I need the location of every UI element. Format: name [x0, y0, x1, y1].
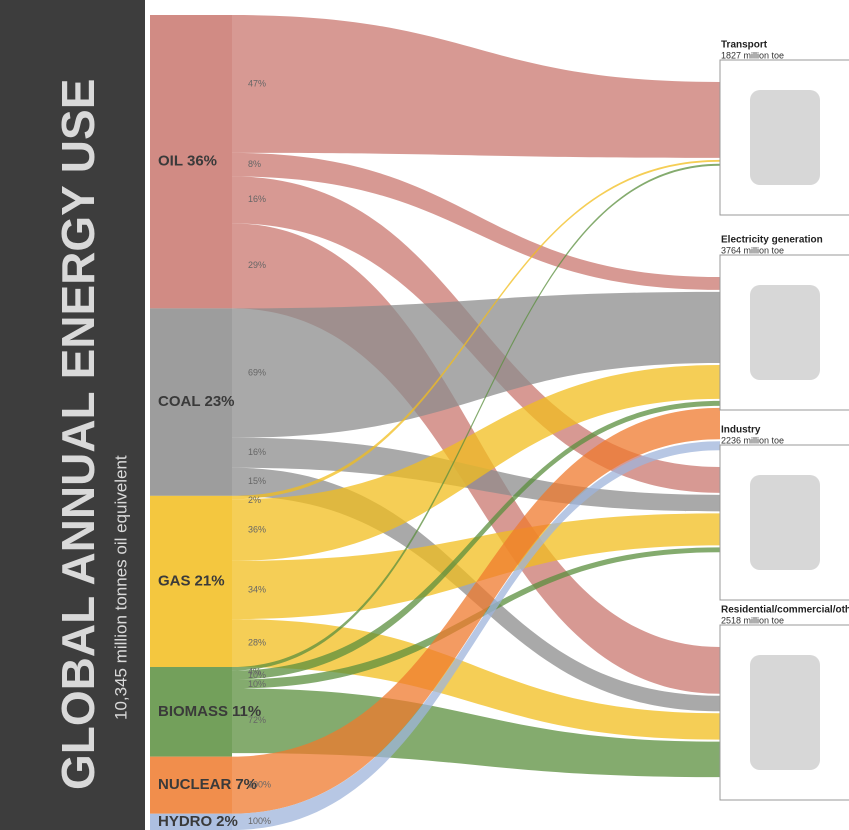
source-name: NUCLEAR	[158, 776, 231, 793]
source-share: 2%	[216, 813, 238, 830]
flow-label: 69%	[248, 367, 266, 377]
source-name: OIL	[158, 153, 183, 170]
flow	[232, 400, 720, 680]
target-icon	[750, 655, 820, 770]
target-box	[719, 59, 849, 216]
flow-label: 16%	[248, 447, 266, 457]
labels: OIL 36%47%8%16%29%COAL 23%69%16%15%GAS 21%2…	[158, 78, 271, 829]
target-amount: 1827 million toe	[721, 50, 784, 60]
chart-subtitle: 10,345 million tonnes oil equivelent	[111, 455, 130, 720]
target-amount: 2518 million toe	[721, 615, 784, 625]
flow-label: 47%	[248, 78, 266, 88]
source-band	[150, 756, 232, 814]
title-band	[0, 0, 145, 830]
target-box	[719, 624, 849, 801]
flow-label: 100%	[248, 816, 271, 826]
source-band	[150, 495, 232, 667]
source-name: BIOMASS	[158, 703, 228, 720]
source-band	[150, 813, 232, 830]
flow-label: 100%	[248, 780, 271, 790]
flow-label: 72%	[248, 715, 266, 725]
flow-label: 10%	[248, 670, 266, 680]
flows	[150, 15, 720, 830]
flow-label: 2%	[248, 495, 261, 505]
source-name: HYDRO	[158, 813, 213, 830]
source-name: COAL	[158, 393, 201, 410]
flow	[232, 291, 720, 438]
flow-label: 36%	[248, 524, 266, 534]
flow-label: 15%	[248, 476, 266, 486]
target-icon	[750, 285, 820, 380]
source-band	[150, 308, 232, 496]
flow	[232, 159, 720, 500]
target-amount: 3764 million toe	[721, 245, 784, 255]
source-band	[150, 15, 232, 309]
source-share: 11%	[232, 703, 261, 720]
source-share: 36%	[187, 153, 217, 170]
target-name: Electricity generation	[721, 235, 823, 246]
target-box	[719, 254, 849, 411]
source-name: GAS	[158, 572, 191, 589]
target-amount: 2236 million toe	[721, 435, 784, 445]
flow-label: 4%	[248, 666, 261, 676]
source-share: 7%	[235, 776, 257, 793]
flow	[232, 513, 720, 620]
target-name: Residential/commercial/other	[721, 605, 849, 616]
source-band	[150, 667, 232, 757]
flow	[232, 163, 720, 671]
source-share: 21%	[195, 572, 225, 589]
target-icon	[750, 475, 820, 570]
flow-label: 16%	[248, 194, 266, 204]
target-icon	[750, 90, 820, 185]
source-share: 23%	[205, 393, 235, 410]
flow-label: 34%	[248, 584, 266, 594]
flow-label: 8%	[248, 159, 261, 169]
flow-label: 10%	[248, 679, 266, 689]
target-name: Transport	[721, 40, 768, 51]
flow	[232, 441, 720, 830]
target-box	[719, 444, 849, 601]
flow-label: 29%	[248, 260, 266, 270]
flow-label: 28%	[248, 637, 266, 647]
target-name: Industry	[721, 425, 761, 436]
chart-title: GLOBAL ANNUAL ENERGY USE	[52, 79, 104, 790]
flow	[232, 365, 720, 561]
flow	[232, 15, 720, 158]
flow	[232, 407, 720, 814]
flow	[232, 152, 720, 290]
